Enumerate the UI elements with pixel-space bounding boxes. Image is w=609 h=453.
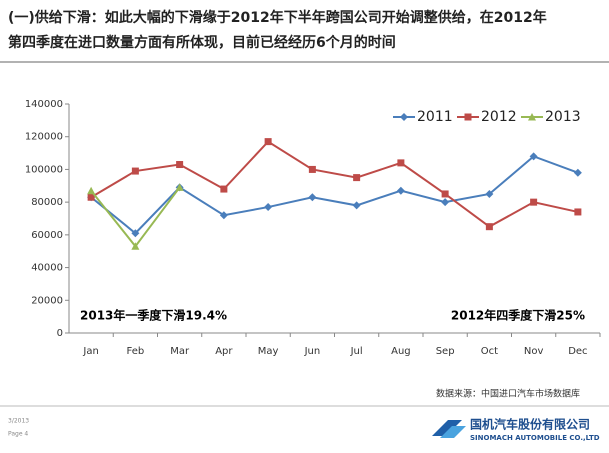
x-tick-label: Jan — [82, 346, 98, 357]
marker — [397, 159, 405, 167]
legend-label: 2012 — [481, 109, 517, 125]
marker — [131, 167, 139, 175]
legend-label: 2011 — [417, 109, 453, 125]
marker — [464, 113, 472, 121]
y-tick-label: 120000 — [25, 132, 63, 143]
annotation: 2013年一季度下滑19.4% — [80, 308, 227, 323]
x-tick-label: Apr — [215, 346, 233, 357]
x-tick-label: Feb — [127, 346, 145, 357]
annotation: 2012年四季度下滑25% — [451, 308, 585, 323]
y-tick-label: 100000 — [25, 164, 63, 175]
marker — [529, 152, 538, 161]
marker — [400, 113, 408, 121]
marker — [219, 211, 228, 220]
series-line — [90, 155, 579, 235]
company-cn: 国机汽车股份有限公司 — [470, 417, 590, 432]
x-tick-label: Jun — [304, 346, 321, 357]
marker — [175, 183, 184, 191]
title-line: (一)供给下滑：如此大幅的下滑缘于2012年下半年跨国公司开始调整供给，在201… — [8, 9, 547, 26]
marker — [220, 185, 228, 193]
x-tick-label: Oct — [481, 346, 498, 357]
logo-icon — [440, 426, 466, 438]
x-tick-label: Jul — [350, 346, 363, 357]
marker — [530, 198, 538, 206]
marker — [264, 203, 273, 212]
marker — [485, 189, 494, 198]
source: 数据来源：中国进口汽车市场数据库 — [436, 388, 580, 400]
y-tick-label: 140000 — [25, 99, 63, 110]
marker — [352, 201, 361, 210]
marker — [485, 223, 493, 231]
marker — [396, 186, 405, 195]
series-line — [90, 186, 181, 248]
x-tick-label: Dec — [568, 346, 587, 357]
marker — [441, 190, 449, 198]
marker — [87, 193, 95, 201]
x-tick-label: Nov — [524, 346, 544, 357]
marker — [308, 193, 317, 202]
marker — [528, 113, 536, 121]
logo-icon — [432, 420, 462, 436]
marker — [87, 186, 96, 195]
date: 3/2013 — [8, 418, 29, 425]
marker — [573, 168, 582, 177]
x-tick-label: May — [258, 346, 279, 357]
marker — [131, 229, 140, 238]
marker — [574, 208, 582, 216]
x-tick-label: Mar — [170, 346, 190, 357]
x-tick-label: Sep — [436, 346, 455, 357]
series-line — [90, 140, 579, 228]
company-en: SINOMACH AUTOMOBILE CO.,LTD — [470, 434, 600, 442]
y-tick-label: 60000 — [31, 230, 63, 241]
y-tick-label: 0 — [57, 328, 63, 339]
marker — [264, 138, 272, 146]
marker — [353, 174, 361, 182]
page-number: Page 4 — [8, 431, 28, 438]
legend-label: 2013 — [545, 109, 581, 125]
y-tick-label: 20000 — [31, 295, 63, 306]
marker — [131, 242, 140, 250]
marker — [441, 198, 450, 207]
marker — [308, 165, 316, 173]
y-tick-label: 40000 — [31, 263, 63, 274]
title-line: 第四季度在进口数量方面有所体现，目前已经经历6个月的时间 — [8, 34, 396, 51]
x-tick-label: Aug — [391, 346, 411, 357]
marker — [176, 161, 184, 169]
y-tick-label: 80000 — [31, 197, 63, 208]
